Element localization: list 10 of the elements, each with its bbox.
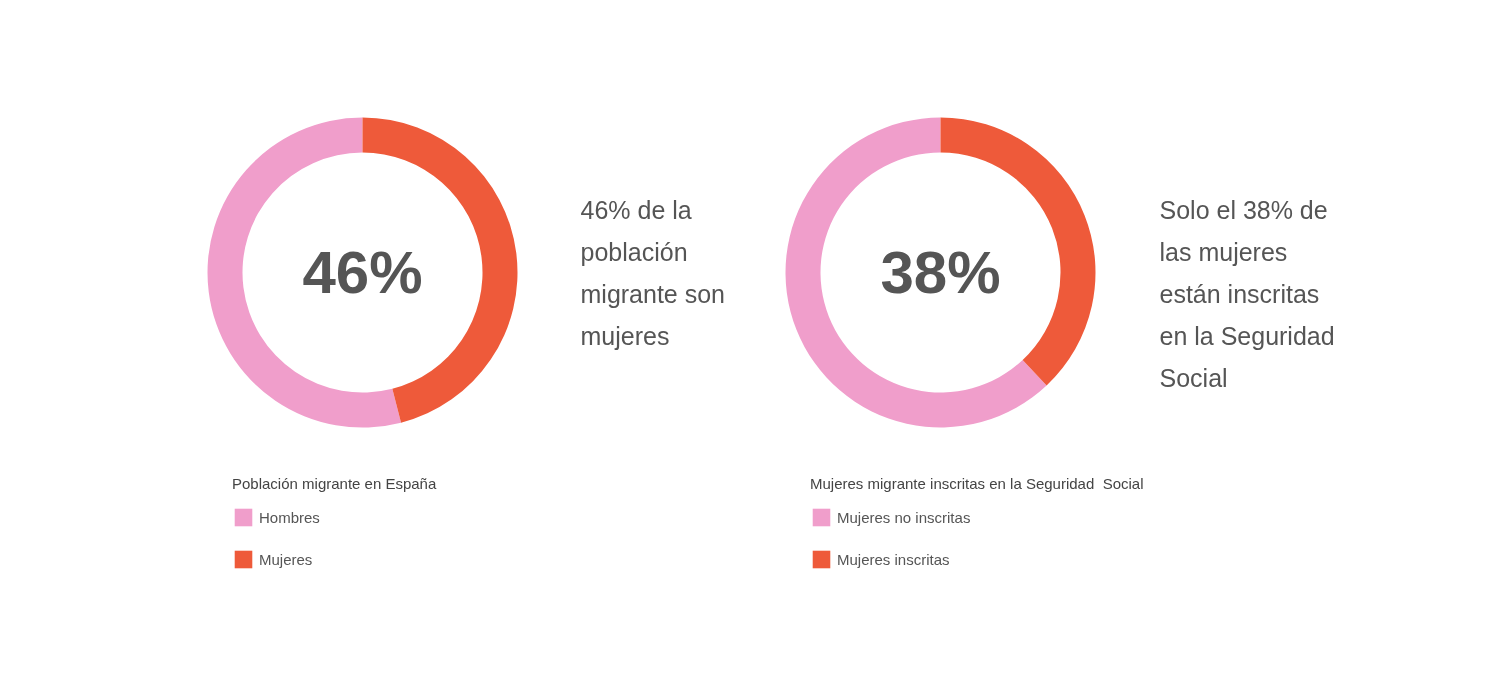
legend-label: Mujeres inscritas [837,550,950,568]
text: 38% [880,239,1001,306]
text: 46% [302,239,423,306]
legend-title: Mujeres migrante inscritas en la Seguridad Social [810,475,1144,492]
legend-label: Mujeres [259,550,313,568]
text: Solo el 38% de las mujeres están inscritas en la Seguridad Social [1159,195,1335,392]
legend-label: Hombres [259,508,320,526]
text: 46% de la población migrante son mujeres [580,195,726,350]
legend-title: Población migrante en España [232,475,437,492]
legend-label: Mujeres no inscritas [837,508,971,526]
